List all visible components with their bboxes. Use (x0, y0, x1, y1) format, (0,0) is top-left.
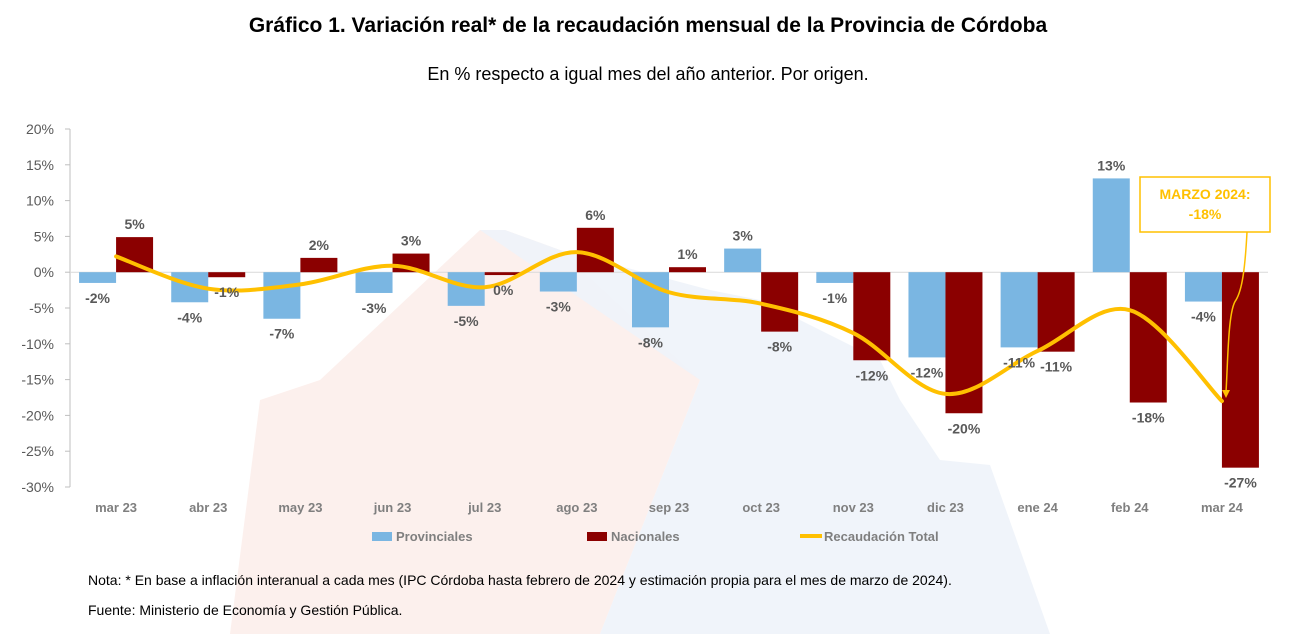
x-tick-label: sep 23 (649, 500, 689, 515)
annotation-line2: -18% (1189, 206, 1222, 222)
data-label: -2% (85, 290, 110, 306)
x-tick-label: ago 23 (556, 500, 597, 515)
data-label: 3% (733, 228, 754, 244)
x-tick-label: ene 24 (1017, 500, 1058, 515)
y-tick-label: 15% (26, 157, 54, 173)
data-label: -12% (855, 367, 888, 383)
y-tick-label: -5% (29, 300, 54, 316)
nacionales-bar (945, 272, 983, 414)
data-label: -8% (767, 339, 792, 355)
source-text: Fuente: Ministerio de Economía y Gestión… (88, 602, 403, 618)
x-tick-label: feb 24 (1111, 500, 1149, 515)
provinciales-bar (79, 272, 117, 283)
data-label: -18% (1132, 410, 1165, 426)
x-tick-label: dic 23 (927, 500, 964, 515)
data-label: 5% (124, 216, 145, 232)
line-series (114, 250, 1224, 404)
legend-label: Recaudación Total (824, 529, 939, 544)
data-label: -8% (638, 334, 663, 350)
provinciales-bar (263, 272, 301, 319)
provinciales-bar (1000, 272, 1038, 348)
y-tick-label: 0% (34, 264, 54, 280)
data-label: -11% (1040, 359, 1072, 375)
data-label: -27% (1224, 475, 1257, 491)
data-label: -3% (546, 299, 571, 315)
annotation-line1: MARZO 2024: (1159, 186, 1250, 202)
data-label: -20% (948, 420, 981, 436)
legend: Provinciales Nacionales Recaudación Total (372, 529, 939, 544)
x-tick-label: mar 24 (1201, 500, 1244, 515)
x-tick-label: may 23 (278, 500, 322, 515)
chart-title: Gráfico 1. Variación real* de la recauda… (248, 14, 1048, 37)
y-tick-label: 5% (34, 228, 54, 244)
data-label: 0% (493, 282, 514, 298)
provinciales-bar (632, 272, 669, 328)
data-label: -1% (822, 290, 847, 306)
data-label: -7% (269, 326, 294, 342)
data-label: 1% (677, 246, 698, 262)
x-tick-label: nov 23 (833, 500, 874, 515)
provinciales-bar (539, 272, 577, 292)
background-decoration (230, 230, 1050, 634)
nacionales-bar (484, 272, 522, 276)
data-label: -11% (1003, 354, 1035, 370)
data-label: 2% (309, 237, 330, 253)
provinciales-bar (816, 272, 854, 283)
data-label: -1% (214, 284, 239, 300)
y-tick-label: 10% (26, 193, 54, 209)
nacionales-bar (1129, 272, 1167, 403)
data-label: 13% (1097, 157, 1126, 173)
y-tick-label: -15% (21, 372, 54, 388)
nacionales-bar (116, 237, 154, 273)
data-labels: -2% -4% -7% -3% -5% -3% -8% 3% -1% -12% -11% 13% -4%… (85, 157, 1257, 490)
y-tick-label: -10% (21, 336, 54, 352)
data-label: -5% (454, 313, 479, 329)
provinciales-bar (355, 272, 393, 293)
chart-subtitle: En % respecto a igual mes del año anteri… (427, 64, 869, 84)
provinciales-bar (1184, 272, 1222, 302)
x-tick-label: abr 23 (189, 500, 227, 515)
provinciales-bar (908, 272, 946, 358)
x-tick-label: mar 23 (95, 500, 137, 515)
y-tick-label: 20% (26, 121, 54, 137)
legend-swatch (587, 532, 607, 541)
note-text: Nota: * En base a inflación interanual a… (88, 572, 952, 588)
nacionales-bar (1221, 272, 1259, 468)
data-label: -12% (911, 364, 944, 380)
y-tick-label: -20% (21, 407, 54, 423)
legend-label: Provinciales (396, 529, 473, 544)
data-label: 3% (401, 233, 422, 249)
axes: 20% 15% 10% 5% 0% -5% -10% -15% -20% -25% -30% mar … (21, 121, 1268, 515)
data-label: -3% (362, 300, 387, 316)
annotation: MARZO 2024: -18% (1139, 176, 1271, 398)
data-label: -4% (1191, 309, 1216, 325)
provinciales-bar (1092, 178, 1130, 273)
data-label: -4% (177, 309, 202, 325)
nacionales-bar (576, 227, 614, 273)
annotation-arrowhead (1222, 390, 1230, 398)
annotation-arrow (1225, 231, 1248, 393)
nacionales-bar (208, 272, 246, 278)
nacionales-bar (669, 267, 706, 273)
provinciales-bar (724, 248, 762, 273)
x-tick-label: oct 23 (742, 500, 780, 515)
data-label: 6% (585, 207, 606, 223)
x-tick-label: jul 23 (467, 500, 501, 515)
legend-label: Nacionales (611, 529, 680, 544)
nacionales-bar (300, 257, 338, 273)
y-tick-label: -25% (21, 443, 54, 459)
legend-swatch (372, 532, 392, 541)
x-tick-label: jun 23 (373, 500, 412, 515)
y-tick-label: -30% (21, 479, 54, 495)
nacionales-bar (761, 272, 799, 332)
